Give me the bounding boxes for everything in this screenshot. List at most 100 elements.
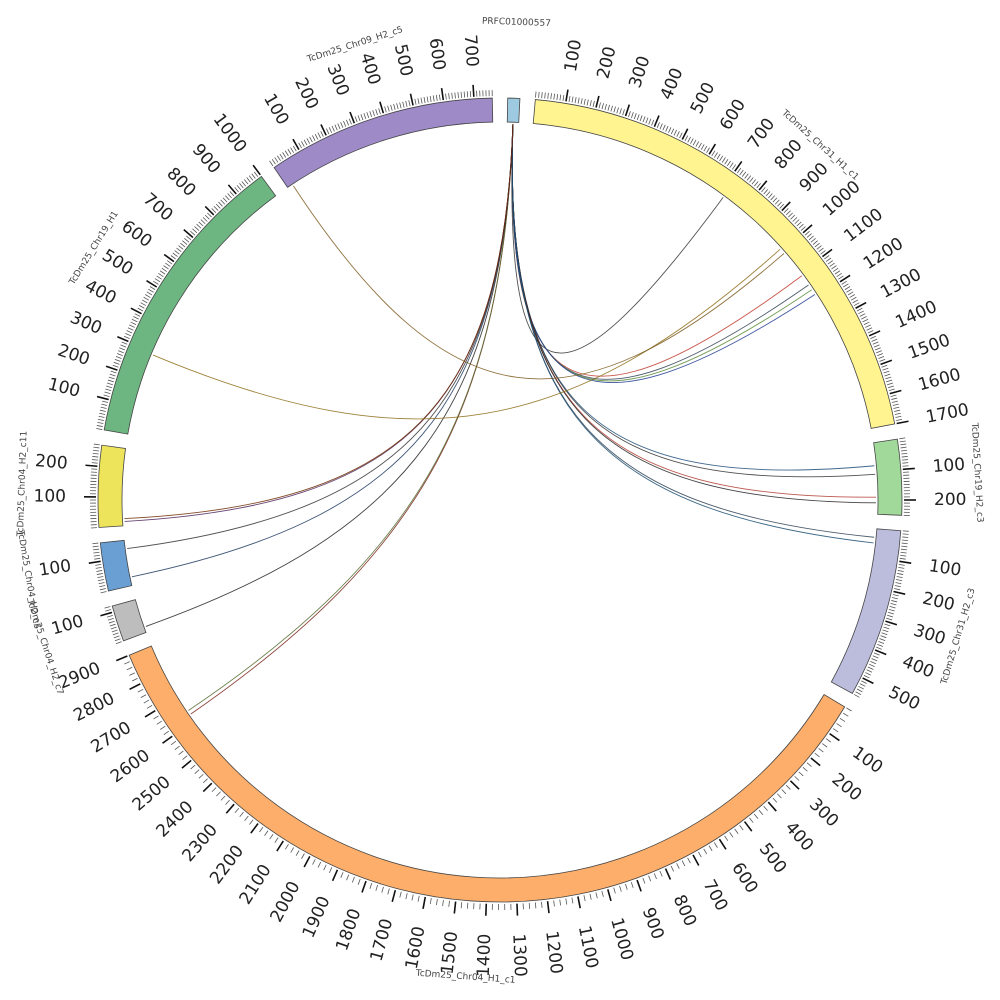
minor-tick xyxy=(454,92,456,99)
major-tick xyxy=(681,128,689,140)
minor-tick xyxy=(131,678,138,682)
minor-tick xyxy=(631,112,634,119)
major-tick xyxy=(250,823,259,834)
minor-tick xyxy=(116,353,123,357)
tick-label: 800 xyxy=(669,892,701,930)
minor-tick xyxy=(802,766,808,772)
segment-name-label: TcDm25_Chr09_H2_c5 xyxy=(305,25,404,65)
minor-tick xyxy=(794,776,800,781)
minor-tick xyxy=(163,265,169,270)
minor-tick xyxy=(876,350,882,354)
minor-tick xyxy=(676,863,680,869)
minor-tick xyxy=(625,883,628,890)
minor-tick xyxy=(670,128,675,135)
minor-tick xyxy=(872,655,879,659)
tick-label: 300 xyxy=(322,61,352,98)
minor-tick xyxy=(99,409,106,412)
minor-tick xyxy=(874,347,881,351)
minor-tick xyxy=(145,294,151,298)
minor-tick xyxy=(178,245,184,250)
minor-tick xyxy=(98,582,105,585)
minor-tick xyxy=(100,406,107,409)
segment-TcDm25_Chr04_H2_c5 xyxy=(99,539,133,592)
major-tick xyxy=(96,395,109,401)
minor-tick xyxy=(309,136,313,143)
minor-tick xyxy=(901,539,909,542)
minor-tick xyxy=(589,893,592,900)
major-tick xyxy=(829,732,840,742)
minor-tick xyxy=(746,175,752,181)
minor-tick xyxy=(186,235,192,241)
minor-tick xyxy=(194,226,200,231)
minor-tick xyxy=(580,98,583,105)
minor-tick xyxy=(873,344,880,348)
minor-tick xyxy=(863,321,870,326)
link-PRFC01000557-to-TcDm25_Chr04_H2_c7 xyxy=(145,124,514,627)
minor-tick xyxy=(426,96,429,103)
minor-tick xyxy=(783,208,789,214)
minor-tick xyxy=(731,164,737,170)
minor-tick xyxy=(354,116,358,123)
link-PRFC01000557-to-TcDm25_Chr31_H2_c3 xyxy=(511,124,875,538)
minor-tick xyxy=(127,327,134,331)
minor-tick xyxy=(829,262,835,267)
tick-label: 2600 xyxy=(107,746,154,788)
major-tick xyxy=(839,274,851,283)
minor-tick xyxy=(832,267,839,272)
minor-tick xyxy=(846,288,852,293)
minor-tick xyxy=(369,882,373,889)
minor-tick xyxy=(290,847,295,853)
minor-tick xyxy=(111,629,118,633)
major-tick xyxy=(162,735,173,744)
tick-label: 2100 xyxy=(236,861,276,908)
minor-tick xyxy=(648,118,652,125)
minor-tick xyxy=(895,582,902,585)
minor-tick xyxy=(165,262,171,267)
tick-label: 1600 xyxy=(916,365,963,396)
minor-tick xyxy=(659,870,663,877)
minor-tick xyxy=(902,465,909,467)
minor-tick xyxy=(604,103,607,110)
minor-tick xyxy=(883,370,890,374)
tick-label: 2400 xyxy=(153,797,198,842)
minor-tick xyxy=(271,158,276,165)
minor-tick xyxy=(739,169,744,176)
minor-tick xyxy=(876,646,882,650)
minor-tick xyxy=(125,333,132,337)
minor-tick xyxy=(190,230,196,236)
tick-label: 600 xyxy=(716,96,750,134)
minor-tick xyxy=(541,901,543,908)
minor-tick xyxy=(877,353,884,357)
minor-tick xyxy=(824,255,830,260)
minor-tick xyxy=(788,212,793,218)
major-tick xyxy=(577,896,582,909)
tick-label: 2000 xyxy=(267,878,305,926)
minor-tick xyxy=(765,191,771,197)
tick-label: 600 xyxy=(727,859,761,897)
minor-tick xyxy=(451,92,453,99)
minor-tick xyxy=(170,255,176,260)
minor-tick xyxy=(756,183,761,189)
major-tick xyxy=(391,889,397,903)
segment-TcDm25_Chr31_H2_c3 xyxy=(830,528,902,695)
minor-tick xyxy=(216,791,221,797)
minor-tick xyxy=(241,181,246,187)
minor-tick xyxy=(716,153,721,160)
minor-tick xyxy=(598,102,601,109)
minor-tick xyxy=(892,403,899,406)
minor-tick xyxy=(285,844,289,850)
minor-tick xyxy=(402,101,405,108)
minor-tick xyxy=(137,307,144,312)
minor-tick xyxy=(841,280,847,285)
minor-tick xyxy=(900,446,907,449)
minor-tick xyxy=(202,778,208,784)
minor-tick xyxy=(887,385,894,389)
minor-tick xyxy=(670,865,675,872)
minor-tick xyxy=(274,837,279,843)
minor-tick xyxy=(583,98,586,105)
minor-tick xyxy=(115,641,122,645)
major-tick xyxy=(100,611,113,617)
minor-tick xyxy=(891,600,898,603)
tick-label: 200 xyxy=(593,45,620,81)
minor-tick xyxy=(900,551,907,554)
